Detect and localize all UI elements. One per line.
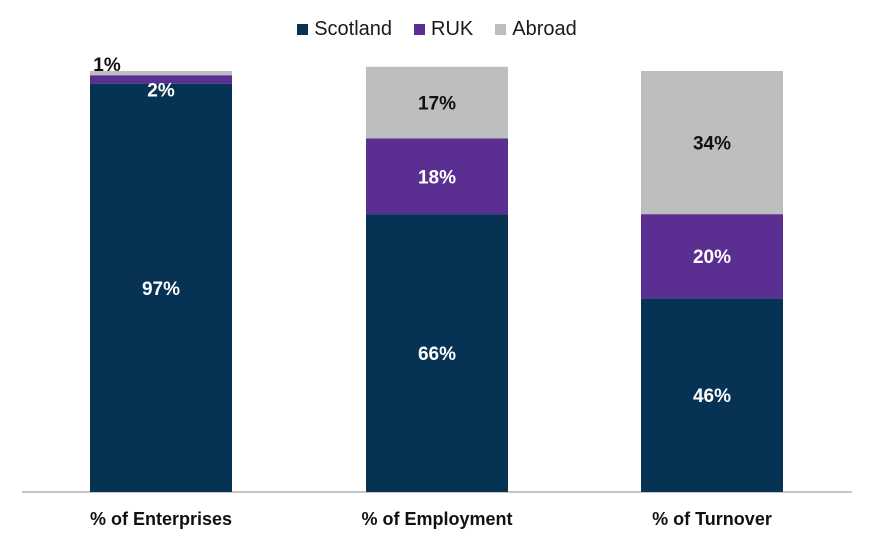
data-label-scotland-of-employment: 66% — [418, 344, 456, 365]
bar-abroad-of-enterprises — [90, 71, 232, 76]
data-label-abroad-of-enterprises: 1% — [93, 55, 121, 76]
legend-label-abroad: Abroad — [512, 18, 577, 40]
legend-swatch-ruk — [414, 24, 426, 35]
data-label-scotland-of-turnover: 46% — [693, 386, 731, 407]
legend-item-abroad: Abroad — [495, 18, 577, 41]
x-tick-label-of-enterprises: % of Enterprises — [90, 509, 232, 529]
bar-ruk-of-employment — [366, 138, 508, 215]
data-label-ruk-of-turnover: 20% — [693, 247, 731, 268]
bar-scotland-of-enterprises — [90, 83, 232, 492]
data-label-ruk-of-enterprises: 2% — [147, 81, 175, 102]
legend-label-scotland: Scotland — [314, 18, 393, 40]
legend-swatch-scotland — [297, 24, 309, 35]
legend-swatch-abroad — [495, 24, 507, 35]
data-label-abroad-of-employment: 17% — [418, 94, 456, 115]
chart-legend: Scotland RUK Abroad — [0, 18, 874, 41]
legend-item-ruk: RUK — [414, 18, 473, 41]
data-label-ruk-of-employment: 18% — [418, 167, 456, 188]
bar-scotland-of-employment — [366, 214, 508, 492]
legend-item-scotland: Scotland — [297, 18, 392, 41]
data-label-abroad-of-turnover: 34% — [693, 134, 731, 155]
legend-label-ruk: RUK — [431, 18, 474, 40]
x-tick-label-of-turnover: % of Turnover — [652, 509, 772, 529]
bar-ruk-of-enterprises — [90, 75, 232, 84]
data-label-scotland-of-enterprises: 97% — [142, 279, 180, 300]
bar-scotland-of-turnover — [641, 298, 783, 492]
bar-abroad-of-turnover — [641, 71, 783, 215]
bar-abroad-of-employment — [366, 66, 508, 139]
x-tick-label-of-employment: % of Employment — [361, 509, 512, 529]
bar-ruk-of-turnover — [641, 214, 783, 299]
